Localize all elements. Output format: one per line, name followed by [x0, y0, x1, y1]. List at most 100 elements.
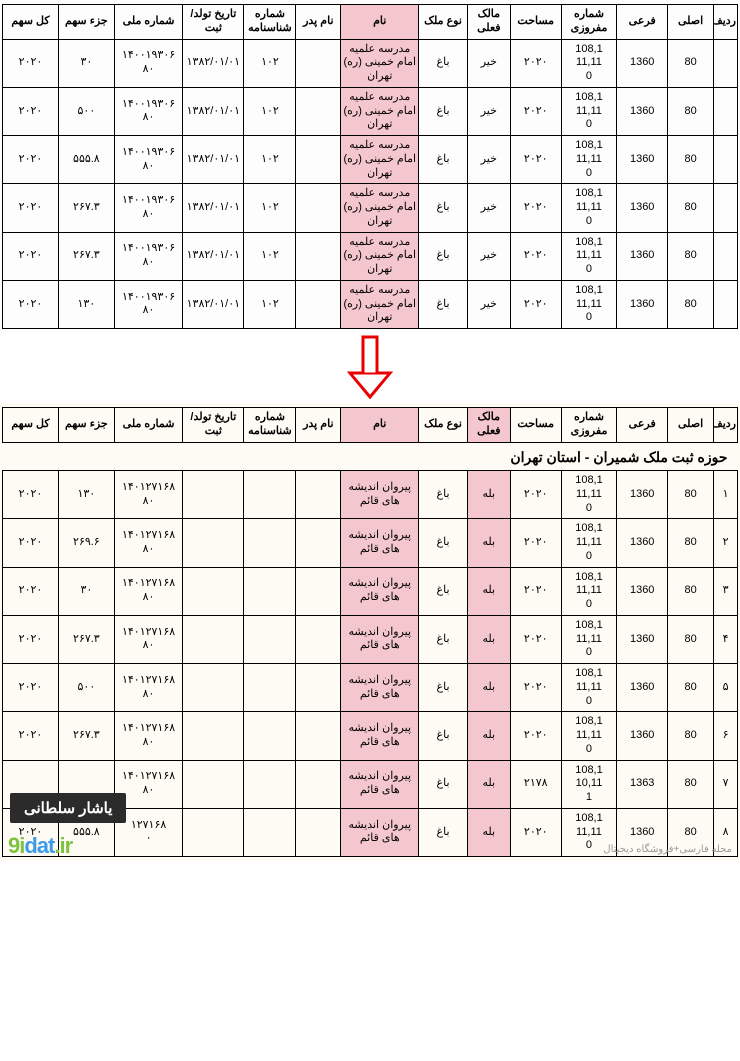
cell: ۱ [714, 471, 738, 519]
cell: 80 [668, 615, 714, 663]
cell: ۷ [714, 760, 738, 808]
cell: ۵۵۵.۸ [58, 136, 114, 184]
table-row: ۱801360108,1 11,11 0۲۰۲۰بلهباغپیروان اند… [3, 471, 738, 519]
cell: 108,1 11,11 0 [561, 471, 617, 519]
cell: ۱۴۰۰۱۹۳۰۶ ۸۰ [114, 39, 183, 87]
cell [244, 808, 296, 856]
cell: بله [467, 567, 510, 615]
cell: 108,1 11,11 0 [561, 87, 617, 135]
table-row: 801360108,1 11,11 0۲۰۲۰خیرباغمدرسه علمیه… [3, 39, 738, 87]
cell: ۲۰۲۰ [3, 615, 59, 663]
cell: بله [467, 519, 510, 567]
cell: باغ [419, 136, 467, 184]
cell: باغ [419, 664, 467, 712]
cell [296, 760, 341, 808]
cell [714, 87, 738, 135]
cell: ۱۴۰۱۲۷۱۶۸ ۸۰ [114, 567, 183, 615]
cell: ۱۴۰۱۲۷۱۶۸ ۸۰ [114, 712, 183, 760]
cell: 80 [668, 567, 714, 615]
table-row: 801360108,1 11,11 0۲۰۲۰خیرباغمدرسه علمیه… [3, 280, 738, 328]
cell [244, 712, 296, 760]
cell: باغ [419, 712, 467, 760]
cell [296, 567, 341, 615]
h-melli: شماره ملی [114, 5, 183, 40]
table-row: 801360108,1 11,11 0۲۰۲۰خیرباغمدرسه علمیه… [3, 184, 738, 232]
cell: 108,1 11,11 0 [561, 136, 617, 184]
site-logo: 9idat.ir [8, 833, 72, 859]
h-maf: شماره مفروزی [561, 408, 617, 443]
h-area: مساحت [510, 408, 561, 443]
cell: خیر [467, 87, 510, 135]
cell: پیروان اندیشه های قائم [341, 712, 419, 760]
cell: ۱۴۰۱۲۷۱۶۸ ۸۰ [114, 615, 183, 663]
cell: ۱۳۸۲/۰۱/۰۱ [183, 184, 244, 232]
cell: بله [467, 471, 510, 519]
footer-text: مجله فارسی+فروشگاه دیجیتال [603, 844, 732, 855]
cell: 1360 [617, 567, 668, 615]
cell: 108,1 11,11 0 [561, 519, 617, 567]
cell: 80 [668, 712, 714, 760]
cell: ۲۰۲۰ [510, 136, 561, 184]
page-root: ردیف اصلی فرعی شماره مفروزی مساحت مالک ف… [0, 0, 740, 861]
cell [296, 232, 341, 280]
cell: ۳۰ [58, 39, 114, 87]
h-owner: مالک فعلی [467, 5, 510, 40]
table-row: ۶801360108,1 11,11 0۲۰۲۰بلهباغپیروان اند… [3, 712, 738, 760]
cell: ۲۰۲۰ [510, 280, 561, 328]
cell: ۱۴۰۱۲۷۱۶۸ ۸۰ [114, 471, 183, 519]
cell: ۳۰ [58, 567, 114, 615]
cell: ۴ [714, 615, 738, 663]
cell: 108,1 11,11 0 [561, 39, 617, 87]
cell [244, 471, 296, 519]
cell: ۱۰۲ [244, 87, 296, 135]
cell: 108,1 10,11 1 [561, 760, 617, 808]
cell: باغ [419, 615, 467, 663]
cell: پیروان اندیشه های قائم [341, 615, 419, 663]
cell: ۲۶۷.۳ [58, 184, 114, 232]
h-joz: جزء سهم [58, 408, 114, 443]
table-row: ۵801360108,1 11,11 0۲۰۲۰بلهباغپیروان اند… [3, 664, 738, 712]
h-shen: شماره شناسنامه [244, 408, 296, 443]
cell: 1360 [617, 232, 668, 280]
cell: ۲۰۲۰ [3, 664, 59, 712]
cell: ۱۳۰ [58, 471, 114, 519]
cell [296, 184, 341, 232]
cell: باغ [419, 280, 467, 328]
cell: ۳ [714, 567, 738, 615]
cell: ۱۰۲ [244, 184, 296, 232]
cell: ۲۱۷۸ [510, 760, 561, 808]
cell: ۱۴۰۱۲۷۱۶۸ ۸۰ [114, 519, 183, 567]
cell: ۲۰۲۰ [510, 615, 561, 663]
cell: ۲۰۲۰ [3, 184, 59, 232]
cell: ۲۰۲۰ [3, 519, 59, 567]
cell: باغ [419, 519, 467, 567]
cell [183, 760, 244, 808]
cell: ۲۰۲۰ [3, 471, 59, 519]
cell: 108,1 11,11 0 [561, 232, 617, 280]
cell: 108,1 11,11 0 [561, 184, 617, 232]
cell: ۲۰۲۰ [510, 39, 561, 87]
cell: ۱۳۸۲/۰۱/۰۱ [183, 39, 244, 87]
cell: بله [467, 664, 510, 712]
cell: پیروان اندیشه های قائم [341, 567, 419, 615]
h-owner: مالک فعلی [467, 408, 510, 443]
h-asli: اصلی [668, 408, 714, 443]
cell: 1360 [617, 136, 668, 184]
cell [183, 567, 244, 615]
cell: ۱۴۰۰۱۹۳۰۶ ۸۰ [114, 232, 183, 280]
cell: 1360 [617, 712, 668, 760]
cell [183, 664, 244, 712]
cell: 1360 [617, 664, 668, 712]
cell [183, 471, 244, 519]
cell: مدرسه علمیه امام خمینی (ره) تهران [341, 87, 419, 135]
cell: خیر [467, 232, 510, 280]
cell: باغ [419, 567, 467, 615]
h-father: نام پدر [296, 5, 341, 40]
cell [183, 712, 244, 760]
h-farei: فرعی [617, 5, 668, 40]
cell: ۵ [714, 664, 738, 712]
cell: باغ [419, 184, 467, 232]
author-badge: یاشار سلطانی [10, 793, 126, 823]
h-melli: شماره ملی [114, 408, 183, 443]
cell: پیروان اندیشه های قائم [341, 664, 419, 712]
